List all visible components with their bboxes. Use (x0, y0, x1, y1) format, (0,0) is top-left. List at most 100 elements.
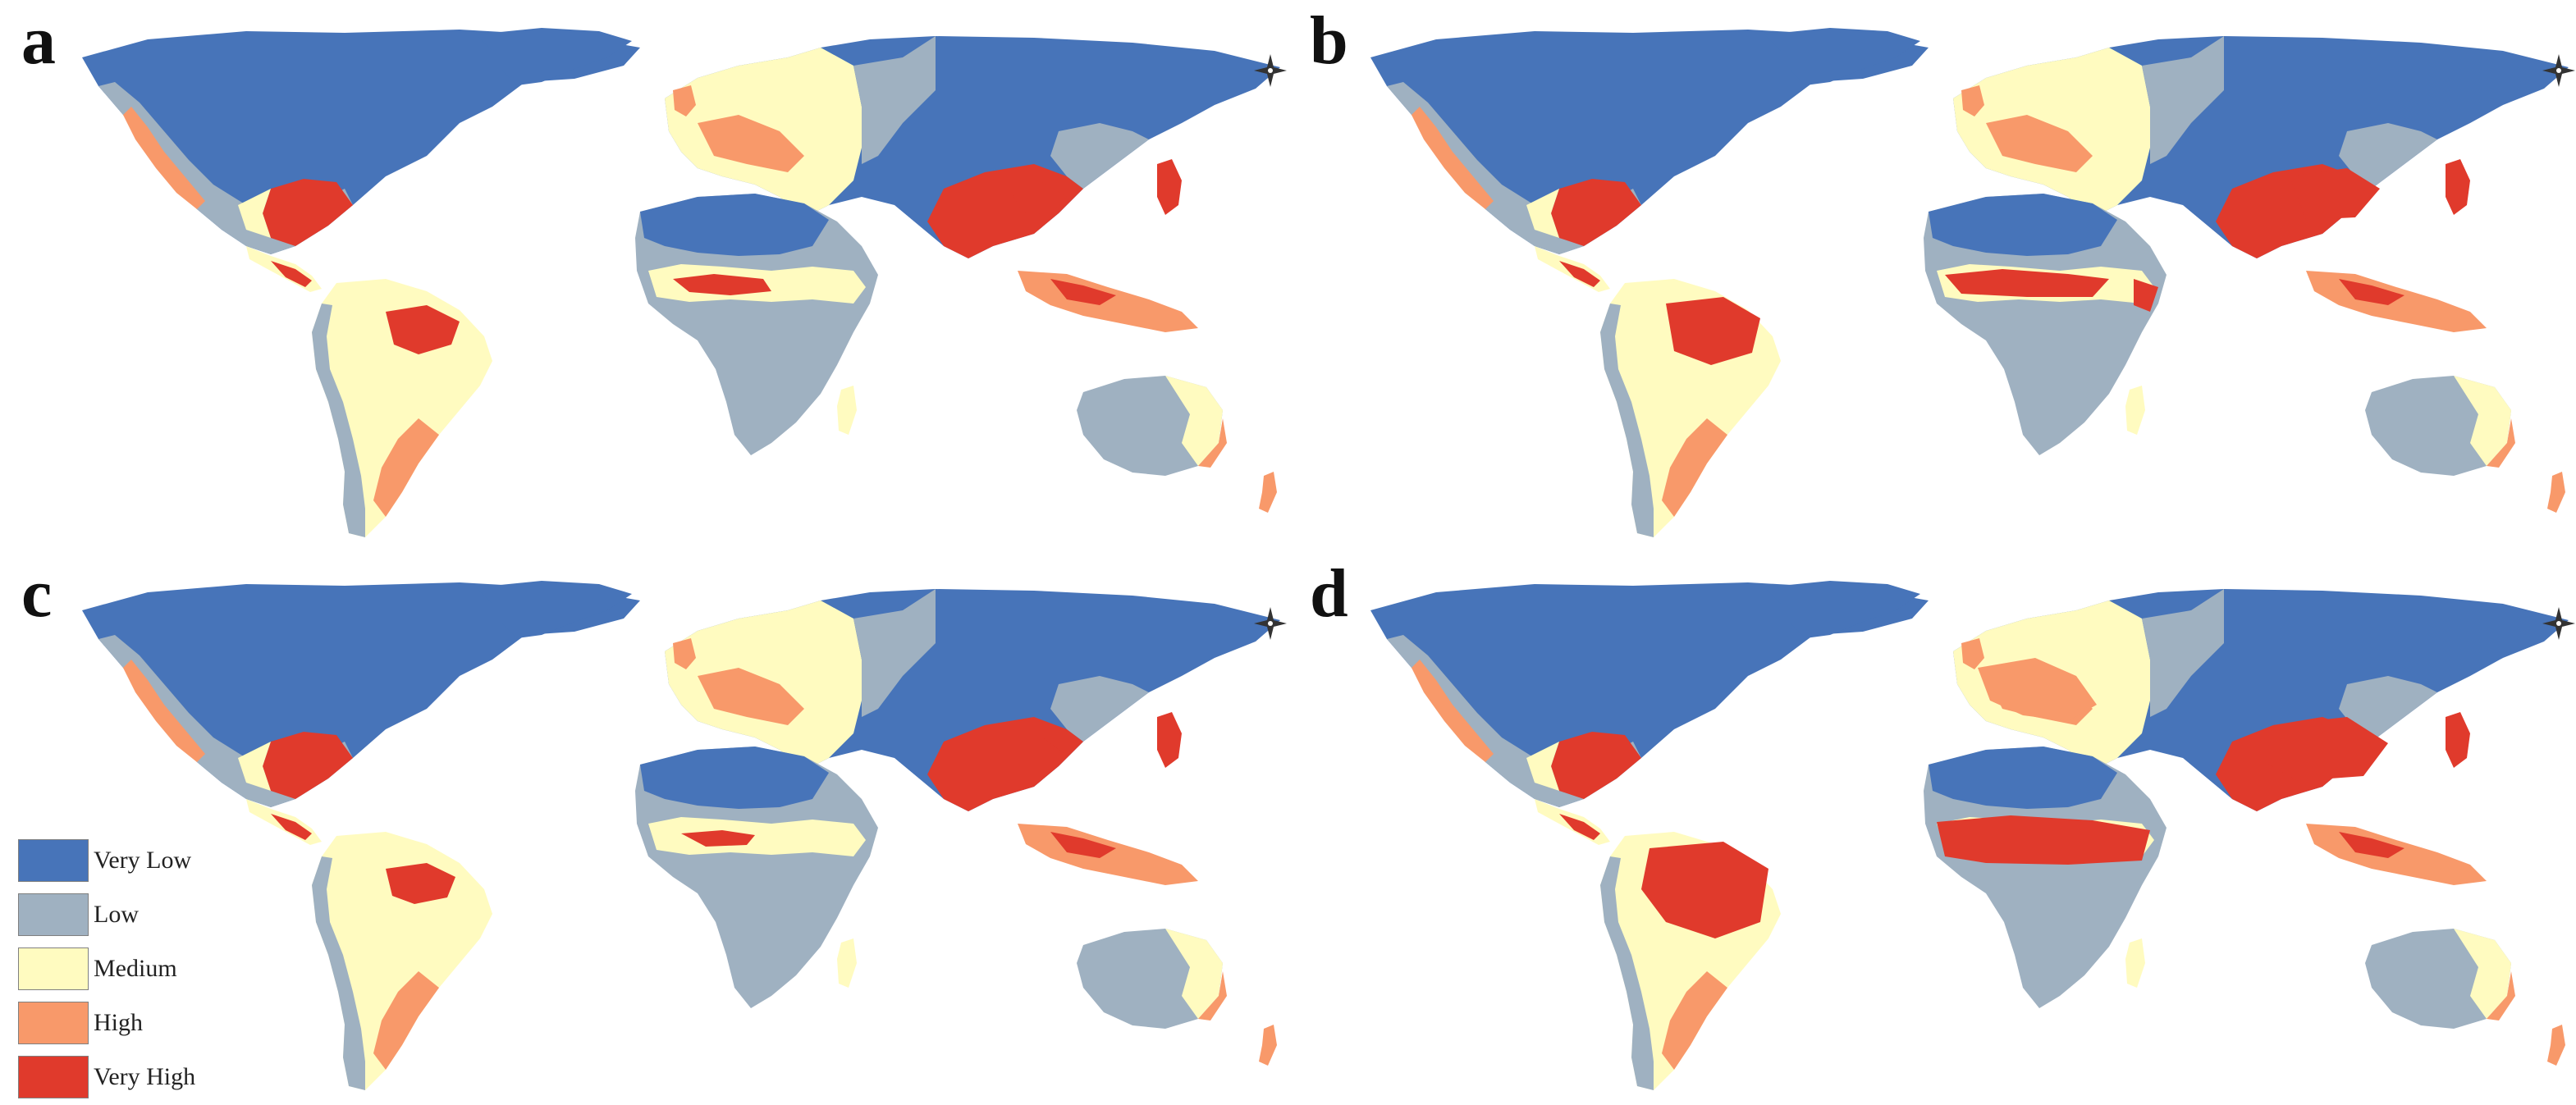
map-panel-d: d (1288, 553, 2576, 1105)
legend-item-very-high: Very High (18, 1050, 248, 1104)
land-africa (1924, 747, 2166, 1008)
europe-high (1978, 658, 2097, 721)
sa-south-high (1662, 418, 1727, 517)
legend-swatch-high (18, 1002, 89, 1044)
map-panel-a: a (0, 0, 1288, 552)
land-se-asia-islands (2306, 271, 2487, 332)
sahel-medium (648, 817, 866, 856)
south-china-veryhigh (2265, 717, 2388, 781)
land-africa (1924, 194, 2166, 455)
amazon-veryhigh (1641, 842, 1768, 938)
se-asia-islands-veryhigh (2339, 832, 2404, 858)
land-africa (635, 747, 878, 1008)
legend-item-high: High (18, 996, 248, 1050)
north-arrow-compass-icon (1254, 54, 1287, 87)
na-southeast-veryhigh (263, 732, 353, 799)
legend-label-very-low: Very Low (94, 847, 192, 874)
land-madagascar (2125, 938, 2145, 988)
sa-south-high (373, 418, 439, 517)
land-new-zealand (2547, 1025, 2565, 1066)
sa-andes-low (1600, 856, 1654, 1090)
europe-high (1986, 115, 2093, 172)
sahara-verylow (640, 747, 829, 809)
sa-andes-low (312, 856, 365, 1090)
world-map-d (1370, 581, 2575, 1090)
east-asia-low (1050, 676, 1149, 742)
land-greenland (476, 581, 632, 638)
legend-item-medium: Medium (18, 942, 248, 996)
west-africa-veryhigh (681, 830, 755, 847)
na-west-coast-high (1412, 660, 1494, 762)
land-madagascar (2125, 386, 2145, 435)
legend-swatch-medium (18, 947, 89, 990)
world-map-a (82, 28, 1287, 537)
land-japan (1157, 712, 1182, 768)
sa-south-high (373, 971, 439, 1070)
land-uk (673, 638, 696, 669)
central-asia-low (853, 36, 936, 164)
amazon-veryhigh (386, 863, 455, 904)
land-se-asia-islands (1018, 824, 1198, 885)
legend-item-very-low: Very Low (18, 833, 248, 888)
land-new-zealand (1259, 1025, 1277, 1066)
land-uk (1961, 638, 1984, 669)
panel-label-b: b (1310, 2, 1348, 79)
east-asia-low (2339, 676, 2437, 742)
map-panel-b: b (1288, 0, 2576, 552)
land-new-zealand (1259, 472, 1277, 513)
central-america-veryhigh (271, 814, 312, 840)
north-arrow-compass-icon (2542, 54, 2575, 87)
amazon-veryhigh (1666, 297, 1760, 365)
na-west-coast-high (123, 107, 205, 209)
na-plains-medium (1526, 189, 1559, 238)
land-uk (673, 85, 696, 116)
land-new-zealand (2547, 472, 2565, 513)
land-japan (2446, 159, 2470, 215)
east-asia-low (2339, 123, 2437, 189)
land-greenland (1764, 28, 1920, 85)
se-asia-islands-veryhigh (2339, 279, 2404, 305)
legend-label-very-high: Very High (94, 1063, 196, 1090)
map-panel-c: c (0, 553, 1288, 1105)
na-southeast-veryhigh (1551, 732, 1641, 799)
legend-label-low: Low (94, 901, 139, 928)
na-plains-medium (238, 742, 271, 791)
land-greenland (1764, 581, 1920, 638)
australia-east-high (1198, 971, 1227, 1021)
sahara-verylow (1929, 194, 2117, 256)
na-west-coast-high (123, 660, 205, 762)
legend-item-low: Low (18, 888, 248, 942)
europe-high (698, 668, 804, 725)
australia-east-high (1198, 418, 1227, 468)
na-plains-medium (238, 189, 271, 238)
europe-high (698, 115, 804, 172)
australia-east-high (2487, 971, 2515, 1021)
sa-andes-low (312, 304, 365, 537)
map-legend: Very Low Low Medium High Very High (18, 833, 248, 1104)
land-madagascar (837, 938, 857, 988)
north-arrow-compass-icon (1254, 607, 1287, 640)
panel-label-c: c (21, 555, 53, 632)
legend-swatch-very-low (18, 839, 89, 882)
panel-label-d: d (1310, 555, 1348, 632)
land-japan (2446, 712, 2470, 768)
land-se-asia-islands (1018, 271, 1198, 332)
legend-label-high: High (94, 1009, 143, 1036)
sahara-verylow (640, 194, 829, 256)
australia-east-medium (2454, 929, 2511, 1019)
south-china-veryhigh (1009, 182, 1067, 215)
east-africa-veryhigh (2134, 279, 2158, 312)
sa-andes-low (1600, 304, 1654, 537)
legend-swatch-low (18, 893, 89, 936)
world-map-c (82, 581, 1287, 1090)
se-asia-islands-veryhigh (1050, 832, 1116, 858)
australia-east-medium (1165, 376, 1223, 466)
land-greenland (476, 28, 632, 85)
land-japan (1157, 159, 1182, 215)
north-arrow-compass-icon (2542, 607, 2575, 640)
na-west-coast-high (1412, 107, 1494, 209)
west-africa-veryhigh (673, 274, 771, 295)
sahara-verylow (1929, 747, 2117, 809)
central-asia-low (853, 589, 936, 717)
